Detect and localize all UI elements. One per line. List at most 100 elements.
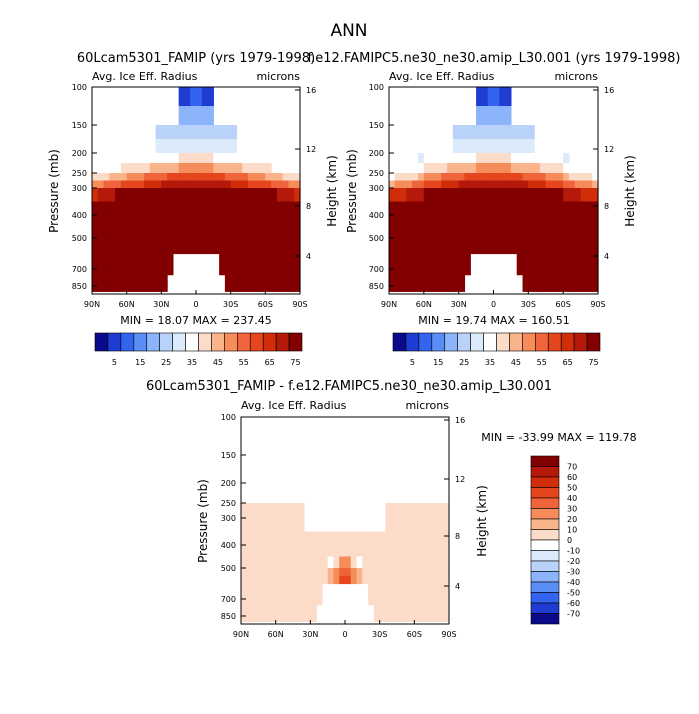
field-cell: [201, 106, 209, 126]
field-cell: [275, 556, 283, 569]
field-cell: [420, 556, 427, 569]
field-cell: [246, 604, 254, 611]
field-cell: [252, 568, 259, 577]
field-cell: [437, 531, 444, 546]
field-cell: [103, 215, 110, 228]
field-cell: [458, 201, 466, 216]
field-cell: [481, 87, 489, 107]
field-cell: [219, 226, 226, 239]
field-cell: [586, 286, 593, 292]
y-tick-label-right: 16: [306, 86, 316, 95]
field-cell: [184, 238, 191, 247]
field-cell: [246, 575, 254, 585]
field-cell: [408, 545, 415, 558]
field-cell: [528, 153, 535, 164]
field-cell: [400, 215, 408, 228]
field-cell: [281, 556, 288, 569]
field-cell: [458, 226, 466, 239]
field-cell: [476, 125, 483, 140]
field-cell: [464, 261, 471, 270]
y-tick-label-right: 8: [604, 202, 609, 211]
field-cell: [321, 556, 329, 569]
field-cell: [138, 286, 145, 292]
field-cell: [288, 226, 295, 239]
field-cell: [219, 269, 226, 276]
field-cell: [103, 286, 110, 292]
field-cell: [586, 173, 593, 182]
field-cell: [580, 173, 587, 182]
field-cell: [304, 493, 311, 504]
field-cell: [321, 483, 329, 494]
field-cell: [259, 180, 266, 189]
field-cell: [437, 518, 444, 533]
field-cell: [458, 215, 466, 228]
field-cell: [437, 545, 444, 558]
field-cell: [447, 215, 454, 228]
field-cell: [103, 253, 110, 262]
colorbar-box: [405, 332, 420, 352]
field-cell: [493, 87, 500, 107]
field-cell: [132, 153, 139, 164]
field-cell: [545, 274, 553, 281]
field-cell: [339, 417, 346, 437]
field-cell: [397, 503, 404, 512]
field-cell: [437, 556, 444, 569]
field-cell: [414, 556, 421, 569]
x-tick-label: 30S: [372, 630, 387, 639]
field-cell: [224, 238, 232, 247]
field-cell: [487, 173, 495, 182]
field-cell: [126, 238, 134, 247]
field-cell: [557, 153, 564, 164]
field-cell: [487, 106, 495, 126]
field-cell: [487, 139, 495, 154]
field-cell: [435, 280, 442, 287]
field-cell: [259, 153, 266, 164]
field-cell: [269, 510, 277, 519]
field-cell: [282, 188, 290, 203]
colorbar-box: [496, 332, 510, 352]
field-cell: [230, 269, 238, 276]
colorbar-label: 40: [567, 494, 577, 503]
field-cell: [441, 226, 448, 239]
field-cell: [271, 274, 278, 281]
field-cell: [397, 599, 404, 606]
field-cell: [557, 238, 564, 247]
field-cell: [248, 215, 255, 228]
field-cell: [304, 568, 311, 577]
field-cell: [481, 245, 489, 255]
field-cell: [368, 545, 375, 558]
field-cell: [304, 469, 311, 484]
field-cell: [132, 201, 139, 216]
field-cell: [510, 201, 518, 216]
field-cell: [184, 188, 191, 203]
field-cell: [447, 261, 454, 270]
field-cell: [551, 180, 558, 189]
field-cell: [126, 173, 134, 182]
field-cell: [275, 599, 283, 606]
field-cell: [568, 226, 576, 239]
panel-model-ylabel-right: Height (km): [325, 155, 339, 226]
field-cell: [219, 173, 226, 182]
colorbar-box: [146, 332, 160, 352]
y-tick-label-right: 4: [455, 582, 460, 591]
field-cell: [447, 280, 454, 287]
field-cell: [452, 286, 460, 292]
colorbar-box: [530, 581, 560, 593]
field-cell: [242, 261, 249, 270]
field-cell: [389, 286, 396, 292]
colorbar-box: [444, 332, 458, 352]
field-cell: [120, 261, 128, 270]
field-cell: [447, 253, 454, 262]
field-cell: [259, 173, 266, 182]
field-cell: [493, 226, 500, 239]
field-cell: [310, 616, 317, 622]
field-cell: [418, 245, 425, 255]
field-cell: [458, 274, 466, 281]
field-cell: [435, 180, 442, 189]
field-cell: [144, 253, 151, 262]
field-cell: [408, 518, 415, 533]
field-cell: [316, 568, 323, 577]
field-cell: [539, 245, 547, 255]
field-cell: [528, 238, 535, 247]
field-cell: [534, 280, 541, 287]
